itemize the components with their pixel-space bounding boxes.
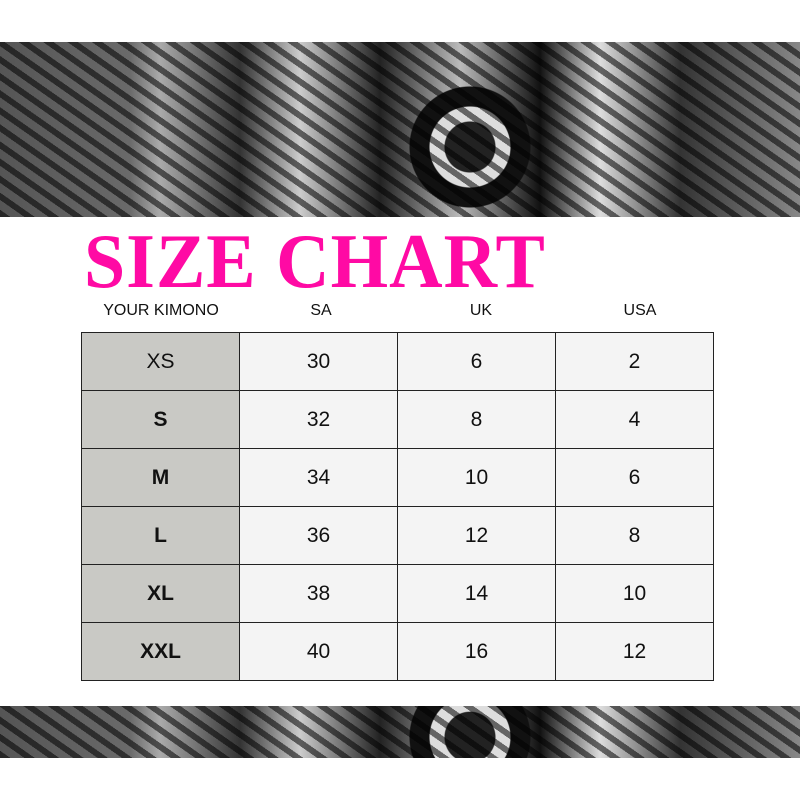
cell-uk: 12 [397,506,556,565]
cell-sa: 38 [239,564,398,623]
header-sa: SA [310,302,332,319]
cell-size: XXL [81,622,240,681]
table-row: XXL 40 16 12 [81,622,714,681]
cell-size: XS [81,332,240,391]
cell-sa: 30 [239,332,398,391]
cell-usa: 6 [555,448,714,507]
table-row: L 36 12 8 [81,506,714,565]
fabric-pattern-banner-top [0,42,800,217]
cell-uk: 6 [397,332,556,391]
cell-sa: 36 [239,506,398,565]
cell-usa: 2 [555,332,714,391]
cell-sa: 34 [239,448,398,507]
cell-uk: 14 [397,564,556,623]
cell-size: L [81,506,240,565]
cell-uk: 16 [397,622,556,681]
table-row: XS 30 6 2 [81,332,714,391]
cell-sa: 40 [239,622,398,681]
cell-usa: 10 [555,564,714,623]
table-row: M 34 10 6 [81,448,714,507]
header-usa: USA [623,302,657,319]
cell-usa: 12 [555,622,714,681]
page-title: SIZE CHART [84,218,546,306]
table-row: XL 38 14 10 [81,564,714,623]
cell-uk: 10 [397,448,556,507]
header-uk: UK [469,302,493,319]
cell-uk: 8 [397,390,556,449]
cell-usa: 4 [555,390,714,449]
header-your-kimono: YOUR KIMONO [103,302,219,319]
table-row: S 32 8 4 [81,390,714,449]
cell-size: S [81,390,240,449]
cell-sa: 32 [239,390,398,449]
cell-size: M [81,448,240,507]
size-table: XS 30 6 2 S 32 8 4 M 34 10 6 L 36 12 8 XL 38 14 10 XXL 40 16 12 [81,332,714,681]
cell-size: XL [81,564,240,623]
cell-usa: 8 [555,506,714,565]
fabric-pattern-banner-bottom [0,706,800,758]
